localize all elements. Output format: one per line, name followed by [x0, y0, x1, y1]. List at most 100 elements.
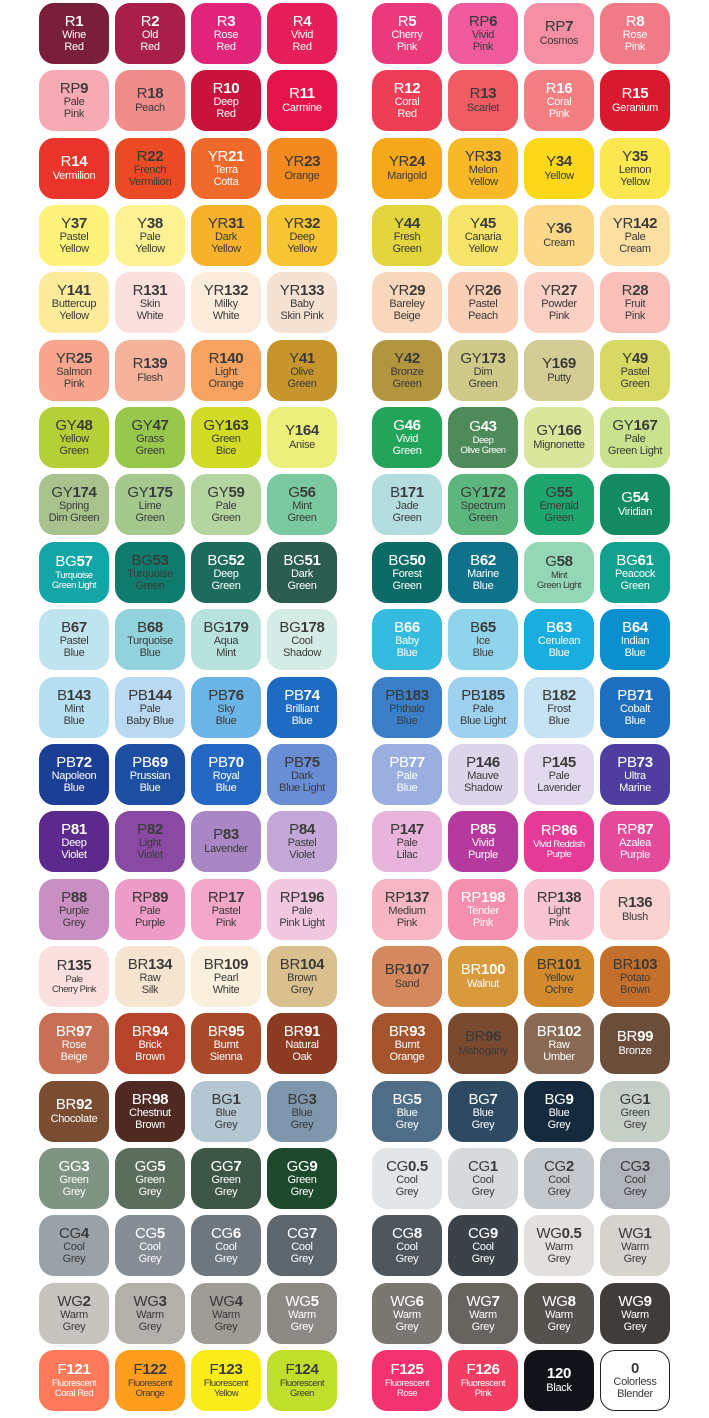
swatch-code-prefix: P [137, 820, 147, 838]
swatch-color-name: Fluorescent [279, 1377, 325, 1389]
color-swatch: B68 Turquoise Blue [115, 609, 185, 670]
color-swatch: R28 Fruit Pink [600, 272, 670, 333]
swatch-code-number: 25 [76, 349, 93, 367]
color-swatch: RP198 Tender Pink [448, 879, 518, 940]
swatch-color-name: Cream [619, 242, 651, 255]
swatch-code-prefix: Y [470, 214, 480, 232]
swatch-color-name: Warm [288, 1309, 316, 1322]
color-swatch: G46 Vivid Green [372, 407, 442, 468]
swatch-code: YR24 [389, 154, 426, 170]
swatch-color-name: Grey [138, 1185, 162, 1198]
swatch-code-number: 70 [227, 753, 244, 771]
swatch-color-name: Light [138, 837, 162, 850]
swatch-code: R11 [289, 86, 315, 102]
swatch-code: 120 [547, 1366, 571, 1382]
swatch-code-prefix: R [469, 85, 481, 103]
color-swatch: B64 Indian Blue [600, 609, 670, 670]
color-swatch: CG1 Cool Grey [448, 1148, 518, 1209]
swatch-code: PB74 [284, 687, 320, 704]
swatch-code: F126 [466, 1362, 499, 1378]
swatch-code: YR31 [208, 215, 245, 232]
color-swatch: BR92 Chocolate [39, 1081, 109, 1142]
swatch-color-name: Royal [212, 770, 240, 783]
swatch-color-name: Blue [215, 714, 237, 727]
swatch-code-prefix: Y [137, 214, 147, 232]
swatch-code-number: 68 [146, 618, 163, 636]
swatch-color-name: Warm [545, 1309, 573, 1322]
swatch-code-number: 196 [300, 888, 325, 906]
swatch-code: Y38 [137, 214, 163, 232]
swatch-color-name: Warm [60, 1309, 88, 1322]
swatch-code: BR91 [284, 1023, 321, 1040]
color-swatch: F121 Fluorescent Coral Red [39, 1350, 109, 1411]
swatch-color-name: French [133, 164, 167, 177]
swatch-color-name: Olive [290, 366, 314, 379]
swatch-color-name: Warm [393, 1309, 421, 1322]
swatch-code: RP89 [132, 889, 169, 906]
color-swatch: PB71 Cobalt Blue [600, 677, 670, 738]
swatch-color-name: Peach [135, 102, 165, 115]
swatch-code-prefix: WG [133, 1292, 159, 1310]
swatch-code-prefix: R [621, 85, 633, 103]
color-swatch: BR91 Natural Oak [267, 1013, 337, 1074]
swatch-code-number: 71 [636, 686, 653, 704]
swatch-code: B182 [542, 687, 576, 704]
color-swatch: 0 Colorless Blender [600, 1350, 670, 1411]
swatch-color-name: Rose [213, 29, 239, 42]
swatch-code-prefix: GY [460, 483, 482, 501]
swatch-code-prefix: G [621, 489, 633, 507]
swatch-code: RP9 [60, 80, 89, 97]
swatch-color-name: Chestnut [129, 1107, 171, 1120]
swatch-code: YR25 [55, 349, 93, 367]
swatch-code-number: 3 [308, 1090, 317, 1108]
swatch-code-prefix: YR [388, 281, 410, 299]
swatch-color-name: Green [135, 1174, 165, 1187]
swatch-code-number: 84 [298, 820, 315, 838]
swatch-code-prefix: F [209, 1361, 219, 1379]
swatch-code-number: 45 [479, 214, 496, 232]
swatch-code-number: 44 [403, 214, 420, 232]
swatch-code-number: 174 [72, 483, 97, 501]
swatch-code-prefix: R [60, 153, 72, 171]
swatch-code-prefix: Y [289, 349, 299, 367]
swatch-color-name: Baby [290, 298, 314, 311]
swatch-code-number: 4 [234, 1292, 243, 1310]
swatch-color-name: Blue [63, 781, 85, 794]
swatch-code-prefix: P [61, 888, 71, 906]
swatch-code: F125 [390, 1362, 423, 1378]
swatch-code: GY167 [612, 417, 658, 434]
swatch-code-prefix: YR [55, 349, 77, 367]
swatch-code-prefix: RP [279, 888, 301, 906]
swatch-code-number: 101 [557, 955, 582, 973]
color-swatch: BR104 Brown Grey [267, 946, 337, 1007]
swatch-code-prefix: B [57, 686, 67, 704]
swatch-color-name: Grey [471, 1118, 495, 1131]
swatch-code-number: 86 [561, 822, 578, 840]
swatch-code-prefix: BR [131, 1022, 153, 1040]
swatch-color-name: Blue [624, 646, 646, 659]
color-swatch: BG178 Cool Shadow [267, 609, 337, 670]
swatch-color-name: Green [211, 433, 241, 446]
color-swatch: B62 Marine Blue [448, 542, 518, 603]
swatch-code-prefix: RP [384, 888, 406, 906]
swatch-code-number: 141 [66, 281, 91, 299]
swatch-color-name: Grey [395, 1118, 419, 1131]
swatch-code-prefix: F [57, 1361, 67, 1379]
swatch-color-name: White [212, 983, 240, 996]
swatch-color-name: Cool [291, 635, 313, 648]
color-swatch: R131 Skin White [115, 272, 185, 333]
swatch-code: CG9 [468, 1225, 498, 1242]
swatch-code-prefix: B [470, 618, 480, 636]
swatch-code: R14 [61, 154, 88, 170]
color-swatch: CG7 Cool Grey [267, 1215, 337, 1276]
color-swatch: WG1 Warm Grey [600, 1215, 670, 1276]
swatch-code-prefix: YR [203, 281, 225, 299]
swatch-code: G58 [545, 554, 573, 570]
color-swatch: PB73 Ultra Marine [600, 744, 670, 805]
swatch-color-name: Green [287, 579, 317, 592]
swatch-code-prefix: Y [57, 281, 67, 299]
swatch-code-number: 3 [227, 12, 236, 30]
color-swatch: R16 Coral Pink [524, 70, 594, 131]
swatch-code: YR133 [280, 282, 325, 299]
swatch-code-prefix: F [133, 1361, 143, 1379]
